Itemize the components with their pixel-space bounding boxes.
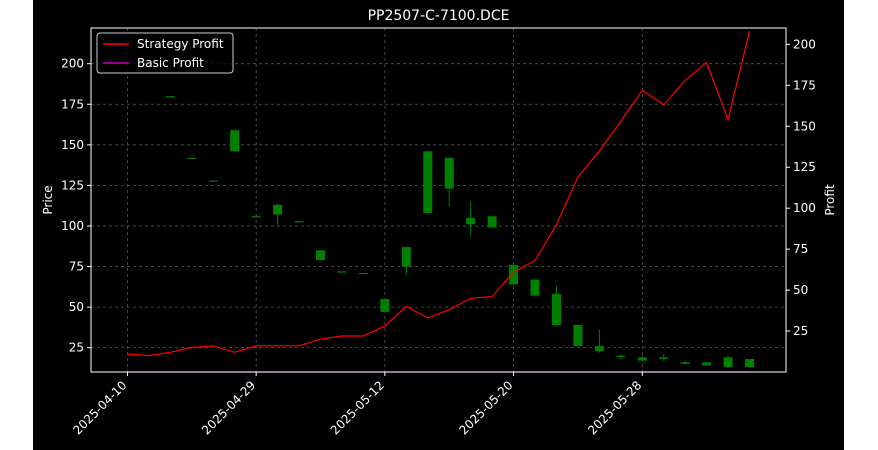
y-left-tick-label: 175 [61,97,84,111]
candle-body [187,157,197,160]
legend: Strategy Profit Basic Profit [96,32,234,74]
figure-background [33,0,844,450]
y-right-tick-label: 25 [793,324,808,338]
plot-frame [90,27,787,373]
y-right-tick-label: 50 [793,283,808,297]
candle-body [487,216,497,228]
legend-label-basic: Basic Profit [137,56,204,70]
candle-body [530,279,540,296]
y-right-tick-label: 200 [793,37,816,51]
y-right-tick-label: 175 [793,78,816,92]
legend-box [96,32,234,74]
chart-title: PP2507-C-7100.DCE [368,8,510,24]
y-right-tick-label: 75 [793,242,808,256]
candle-body [358,273,368,275]
candle-body [294,221,304,223]
candle-body [637,357,647,361]
candle-body [337,271,347,273]
candle-body [745,359,755,368]
candle-body [251,216,261,218]
y-axis-left-label: Price [41,185,55,214]
candle-body [573,324,583,347]
y-left-tick-label: 100 [61,219,84,233]
candle-body [380,298,390,312]
y-right-tick-label: 100 [793,201,816,215]
candle-body [208,180,218,182]
candle-body [165,96,175,98]
candle-body [659,357,669,360]
candle-body [616,355,626,357]
candle-body [594,346,604,351]
candle-body [466,217,476,225]
candle-body [401,247,411,267]
candle-body [551,294,561,325]
legend-label-strategy: Strategy Profit [137,37,224,51]
y-left-tick-label: 25 [69,341,84,355]
y-right-tick-label: 125 [793,160,816,174]
candle-body [230,130,240,152]
candle-body [316,250,326,261]
candle-body [444,157,454,189]
candle-body [702,362,712,366]
y-left-tick-label: 125 [61,178,84,192]
candle-body [680,362,690,364]
candles [165,96,755,368]
y-left-tick-label: 50 [69,300,84,314]
y-left-tick-label: 150 [61,138,84,152]
y-left-tick-label: 200 [61,57,84,71]
candle-body [423,151,433,213]
strategy-profit-line [127,31,751,357]
y-axis-right-label: Profit [823,184,837,216]
candle-body [509,264,519,285]
y-right-tick-label: 150 [793,119,816,133]
candle-body [273,204,283,215]
candle-body [723,357,733,368]
y-left-tick-label: 75 [69,260,84,274]
